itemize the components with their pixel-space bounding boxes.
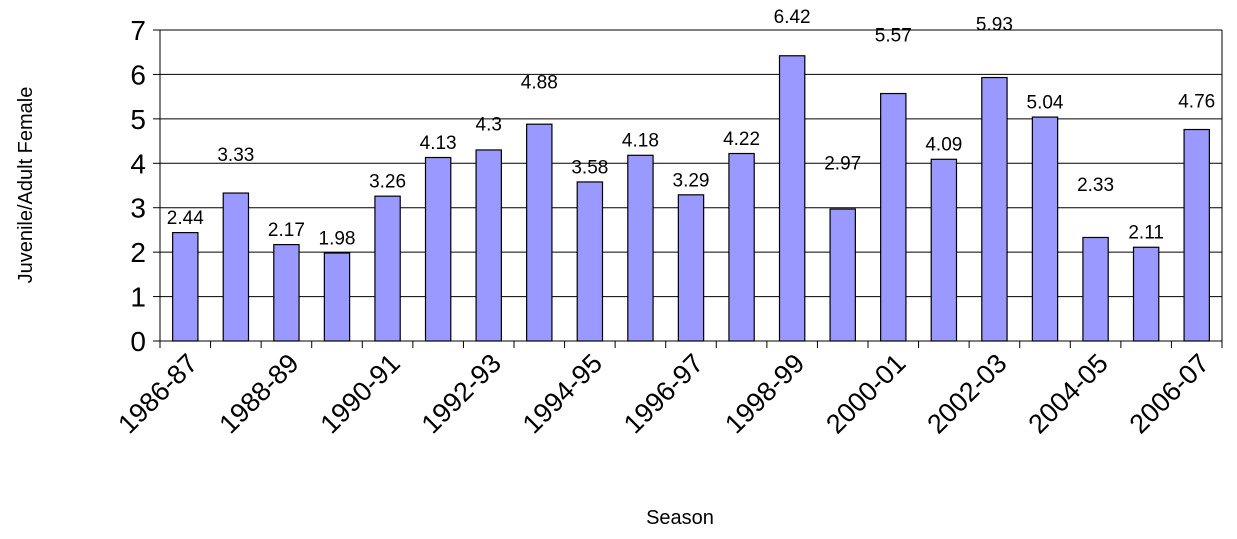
data-label: 1.98 xyxy=(319,228,356,249)
bar xyxy=(627,154,654,342)
y-axis-title: Juvenile/Adult Female xyxy=(15,87,37,284)
bar xyxy=(1183,128,1210,342)
data-label: 5.93 xyxy=(976,14,1013,35)
data-label: 4.18 xyxy=(622,131,659,152)
bar xyxy=(526,123,553,342)
x-axis-title: Season xyxy=(646,507,714,529)
bar xyxy=(778,55,806,342)
data-label: 4.88 xyxy=(521,73,558,94)
bar xyxy=(1082,236,1109,342)
y-axis: 0 1 2 3 4 5 6 7 xyxy=(130,15,161,357)
bar xyxy=(677,194,705,342)
x-tick-label: 2004-05 xyxy=(1023,348,1114,439)
x-axis: 1986-87 1988-89 1990-91 1992-93 1994-95 1996-… xyxy=(112,340,1223,439)
data-label: 4.76 xyxy=(1178,92,1215,113)
bar xyxy=(930,158,958,342)
data-label: 4.3 xyxy=(476,114,502,135)
y-tick-label: 2 xyxy=(130,237,146,268)
bar xyxy=(222,192,250,342)
bar xyxy=(475,149,502,342)
x-tick-label: 1998-99 xyxy=(719,348,810,439)
x-tick-label: 2006-07 xyxy=(1124,348,1215,439)
x-tick-label: 1992-93 xyxy=(416,348,507,439)
data-label: 2.33 xyxy=(1077,175,1114,196)
bar xyxy=(273,243,300,342)
data-label: 4.22 xyxy=(723,129,760,150)
data-label: 5.57 xyxy=(875,25,912,46)
y-tick-label: 7 xyxy=(130,15,146,46)
data-label: 2.11 xyxy=(1128,223,1164,244)
y-tick-label: 6 xyxy=(130,59,146,90)
bar xyxy=(1132,246,1160,342)
bar xyxy=(424,156,452,342)
y-tick-label: 3 xyxy=(130,193,146,224)
y-tick-label: 1 xyxy=(130,282,146,313)
bars xyxy=(172,55,1210,342)
x-tick-label: 1990-91 xyxy=(315,348,406,439)
bar xyxy=(981,76,1008,342)
y-tick-label: 4 xyxy=(130,148,146,179)
y-tick-label: 0 xyxy=(130,326,146,357)
data-label: 3.26 xyxy=(369,172,406,193)
bar xyxy=(829,208,856,342)
data-label: 3.29 xyxy=(673,170,710,191)
bar xyxy=(880,92,907,342)
x-tick-label: 1988-89 xyxy=(213,348,304,439)
data-label: 6.42 xyxy=(774,7,811,28)
bar xyxy=(374,195,401,342)
data-label: 5.04 xyxy=(1027,93,1064,114)
x-tick-label: 1986-87 xyxy=(112,348,203,439)
data-label: 3.58 xyxy=(571,157,608,178)
data-label: 2.44 xyxy=(167,208,204,229)
data-label: 4.13 xyxy=(420,133,457,154)
bar xyxy=(576,181,604,342)
bar xyxy=(172,231,199,342)
data-labels: 2.44 3.33 2.17 1.98 3.26 4.13 4.3 4.88 3.58 4.18 3… xyxy=(167,7,1215,250)
data-label: 3.33 xyxy=(217,145,254,166)
x-tick-label: 1994-95 xyxy=(517,348,608,439)
data-label: 2.17 xyxy=(268,220,305,241)
data-label: 4.09 xyxy=(925,135,962,156)
x-tick-label: 2000-01 xyxy=(820,348,911,439)
bar xyxy=(323,252,351,342)
y-tick-label: 5 xyxy=(130,104,146,135)
x-tick-label: 2002-03 xyxy=(921,348,1012,439)
bar xyxy=(728,152,755,342)
bar xyxy=(1031,116,1059,342)
x-tick-label: 1996-97 xyxy=(618,348,709,439)
data-label: 2.97 xyxy=(824,153,861,174)
